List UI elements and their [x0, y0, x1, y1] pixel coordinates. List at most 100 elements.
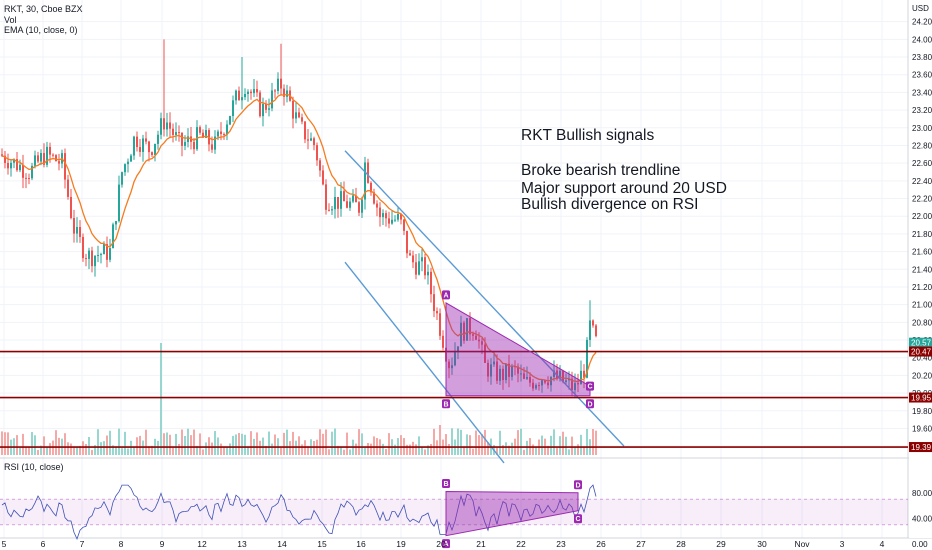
volume-bar [562, 431, 564, 455]
volume-bar [502, 445, 504, 455]
volume-bar [73, 447, 75, 455]
candle-body [70, 196, 72, 218]
y-tick-label: 21.20 [912, 283, 932, 292]
note-line-3: Bullish divergence on RSI [521, 196, 699, 213]
candle-body [46, 146, 48, 165]
candle-body [367, 162, 369, 183]
candle-body [415, 262, 417, 275]
volume-bar [37, 449, 39, 455]
volume-bar [484, 429, 486, 455]
candle-body [529, 377, 531, 383]
candle-body [115, 221, 117, 225]
volume-bar [238, 433, 240, 455]
candle-body [400, 214, 402, 220]
volume-bar [130, 440, 132, 455]
volume-bar [28, 447, 30, 455]
volume-bar [229, 443, 231, 455]
volume-bar [247, 447, 249, 455]
pattern-tag-label: D [587, 401, 592, 408]
volume-bar [574, 446, 576, 455]
candle-body [112, 224, 114, 249]
volume-bar [460, 429, 462, 455]
volume-bar [334, 428, 336, 455]
candle-body [67, 179, 69, 197]
volume-bar [505, 442, 507, 455]
candle-body [376, 203, 378, 208]
volume-bar [343, 449, 345, 455]
volume-bar [223, 446, 225, 455]
volume-bar [523, 449, 525, 455]
candle-body [538, 385, 540, 387]
volume-bar [79, 446, 81, 455]
price-label-box [909, 442, 932, 453]
candle-body [592, 320, 594, 326]
price-label-text: 19.95 [911, 394, 932, 403]
volume-bar [220, 443, 222, 455]
candle-body [109, 248, 111, 260]
candle-body [223, 134, 225, 136]
note-title: RKT Bullish signals [521, 127, 655, 144]
candle-body [193, 141, 195, 150]
volume-bar [358, 429, 360, 455]
candle-body [511, 366, 513, 377]
candle-body [79, 226, 81, 237]
candle-body [217, 131, 219, 137]
candle-body [106, 244, 108, 260]
y-tick-label: 23.60 [912, 71, 932, 80]
volume-bar [481, 434, 483, 455]
volume-bar [592, 429, 594, 455]
price-label-box [909, 337, 932, 348]
candle-body [370, 182, 372, 193]
volume-legend: Vol [4, 15, 17, 25]
candle-body [448, 361, 450, 369]
candle-body [433, 294, 435, 312]
volume-bar [418, 436, 420, 455]
volume-bar [127, 448, 129, 455]
candle-body [214, 136, 216, 150]
volume-bar [160, 343, 162, 455]
y-tick-label: 21.40 [912, 265, 932, 274]
candle-body [13, 159, 15, 163]
candle-body [97, 254, 99, 256]
volume-bar [346, 432, 348, 455]
candle-body [481, 341, 483, 345]
candle-body [259, 92, 261, 117]
volume-bar [583, 447, 585, 455]
candle-body [160, 118, 162, 135]
candle-body [544, 380, 546, 383]
volume-bar [496, 447, 498, 455]
y-tick-label: 22.20 [912, 195, 932, 204]
volume-bar [97, 429, 99, 455]
volume-bar [571, 436, 573, 455]
candle-body [202, 132, 204, 138]
volume-bar [46, 447, 48, 455]
volume-bar [34, 435, 36, 455]
candle-body [331, 209, 333, 211]
x-tick-label: 16 [356, 539, 366, 549]
volume-bar [400, 435, 402, 455]
candle-body [187, 136, 189, 143]
price-label-text: 20.57 [911, 339, 932, 348]
candle-body [454, 351, 456, 366]
volume-bar [412, 441, 414, 455]
volume-bar [268, 431, 270, 455]
candle-body [280, 78, 282, 89]
candle-body [304, 121, 306, 140]
candle-body [220, 131, 222, 135]
x-tick-label: 22 [516, 539, 526, 549]
candle-body [469, 318, 471, 335]
candle-body [490, 364, 492, 377]
candle-body [589, 320, 591, 340]
x-tick-label: 7 [80, 539, 85, 549]
volume-bar [109, 430, 111, 455]
candle-body [595, 325, 597, 337]
volume-bar [121, 448, 123, 455]
candle-body [253, 89, 255, 94]
candle-body [22, 164, 24, 178]
y-tick-label: 21.00 [912, 301, 932, 310]
candle-body [85, 258, 87, 260]
volume-bar [289, 441, 291, 455]
volume-bar [202, 449, 204, 455]
y-tick-label: 23.80 [912, 53, 932, 62]
